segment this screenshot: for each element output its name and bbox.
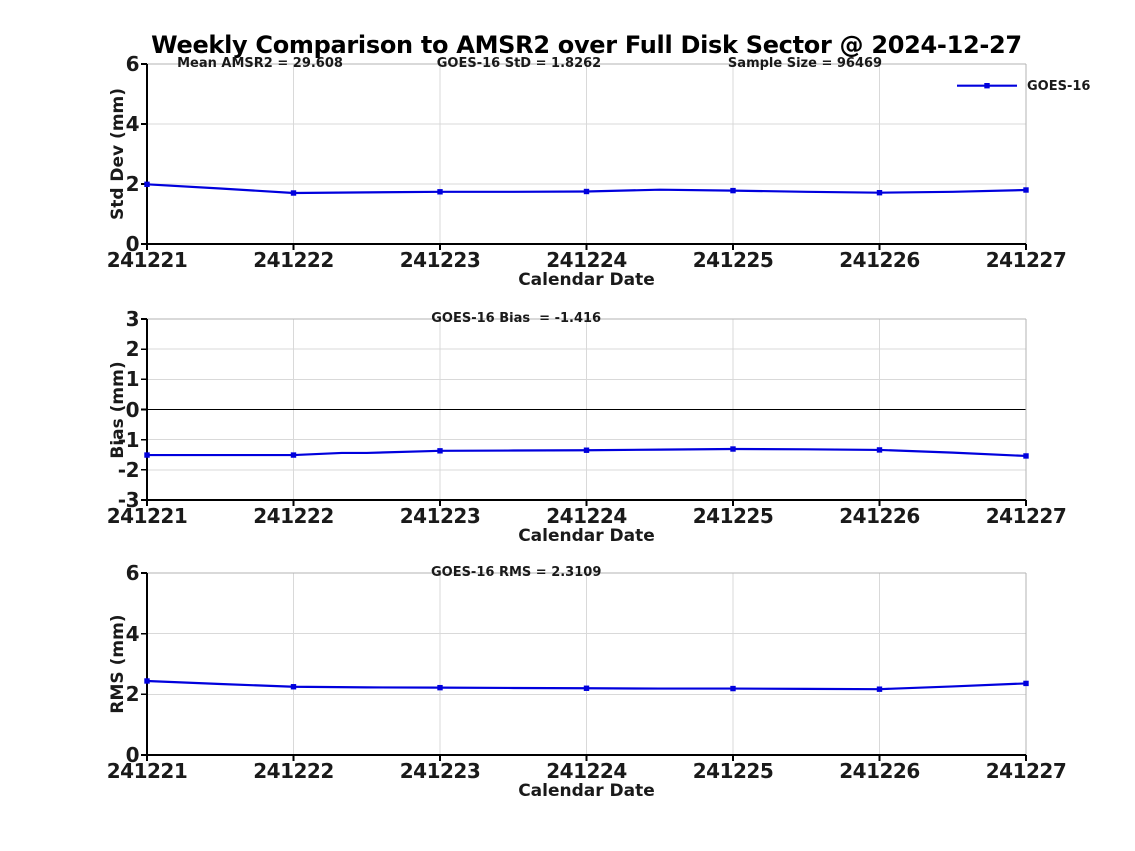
data-point-marker (876, 686, 883, 692)
data-point-marker (730, 187, 736, 194)
stat-annotation: Sample Size = 96469 (727, 56, 883, 71)
data-point-marker (730, 446, 736, 452)
stat-annotation: GOES-16 StD = 1.8262 (436, 56, 602, 71)
x-tick-label: 241225 (692, 759, 774, 783)
y-tick-label: 2 (125, 172, 140, 196)
data-point-marker (290, 684, 297, 690)
y-tick-label: 2 (125, 337, 140, 362)
data-point-marker (583, 685, 590, 691)
x-tick-label: 241221 (106, 759, 188, 783)
x-tick-label: 241222 (253, 504, 334, 528)
y-tick-label: 0 (125, 397, 140, 422)
x-tick-label: 241226 (839, 759, 920, 783)
x-tick-label: 241221 (106, 248, 188, 272)
x-tick-label: 241224 (546, 759, 627, 783)
x-tick-label: 241223 (399, 759, 481, 783)
data-point-marker (290, 452, 297, 458)
y-tick-label: -3 (117, 488, 140, 512)
x-tick-label: 241224 (546, 248, 627, 272)
y-tick-label: -1 (117, 427, 140, 452)
data-point-marker (876, 447, 883, 453)
data-point-marker (290, 190, 297, 196)
x-tick-label: 241227 (985, 504, 1067, 528)
stat-annotation: Mean AMSR2 = 29.608 (177, 56, 343, 71)
y-tick-label: 1 (125, 367, 140, 392)
x-tick-label: 241225 (692, 504, 774, 528)
y-tick-label: -2 (117, 457, 140, 482)
x-axis-label-2: Calendar Date (518, 526, 655, 546)
legend-marker (984, 83, 990, 89)
data-point-marker (437, 684, 443, 691)
data-point-marker (437, 448, 443, 454)
data-line (145, 447, 1028, 458)
y-tick-label: 4 (125, 112, 140, 136)
data-point-marker (144, 452, 150, 458)
data-point-marker (144, 678, 150, 684)
legend-label: GOES-16 (1027, 79, 1091, 94)
y-axis-label-stddev: Std Dev (mm) (108, 87, 128, 221)
data-point-marker (437, 189, 443, 195)
y-tick-label: 6 (125, 52, 140, 76)
y-tick-label: 2 (125, 682, 140, 707)
x-tick-label: 241225 (692, 248, 774, 272)
x-axis-label-1: Calendar Date (518, 270, 655, 290)
y-tick-label: 3 (125, 307, 140, 331)
x-tick-label: 241221 (106, 504, 188, 528)
y-tick-label: 0 (125, 232, 140, 256)
x-tick-label: 241223 (399, 504, 481, 528)
stat-annotation: GOES-16 RMS = 2.3109 (430, 565, 602, 580)
x-tick-label: 241222 (253, 248, 334, 272)
data-point-marker (1023, 680, 1029, 687)
x-tick-label: 241222 (253, 759, 334, 783)
data-point-marker (876, 190, 883, 196)
y-axis-label-rms: RMS (mm) (108, 614, 128, 714)
data-point-marker (583, 447, 590, 453)
x-axis-label-3: Calendar Date (518, 781, 655, 801)
y-tick-label: 6 (125, 561, 140, 585)
data-point-marker (144, 181, 150, 187)
data-point-marker (583, 188, 590, 195)
x-tick-label: 241226 (839, 504, 920, 528)
data-point-marker (1023, 187, 1029, 193)
data-point-marker (730, 685, 736, 692)
y-tick-label: 0 (125, 743, 140, 767)
x-tick-label: 241223 (399, 248, 481, 272)
y-tick-label: 4 (125, 621, 140, 646)
stat-annotation: GOES-16 Bias = -1.416 (431, 311, 602, 326)
data-point-marker (1023, 453, 1029, 459)
chart-title: Weekly Comparison to AMSR2 over Full Dis… (151, 31, 1022, 59)
x-tick-label: 241226 (839, 248, 920, 272)
x-tick-label: 241224 (546, 504, 627, 528)
x-tick-label: 241227 (985, 759, 1067, 783)
x-tick-label: 241227 (985, 248, 1067, 272)
